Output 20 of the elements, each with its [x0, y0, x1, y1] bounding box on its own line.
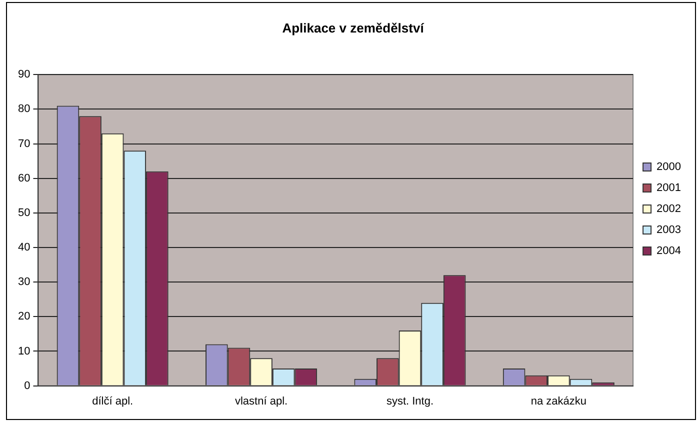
- y-tick-label: 50: [18, 206, 30, 219]
- chart-title: Aplikace v zemědělství: [282, 20, 424, 36]
- x-tick-label: dílčí apl.: [92, 395, 134, 408]
- legend-label: 2003: [656, 224, 682, 236]
- y-tick-label: 60: [18, 172, 30, 184]
- y-tick-label: 20: [18, 310, 30, 323]
- x-tick-label: vlastní apl.: [234, 395, 288, 408]
- y-tick-label: 40: [18, 242, 30, 254]
- y-tick-label: 70: [18, 138, 30, 150]
- y-tick-label: 80: [18, 103, 30, 116]
- y-tick-label: 90: [18, 68, 30, 81]
- legend-label: 2002: [656, 203, 682, 216]
- legend-label: 2004: [656, 245, 682, 258]
- x-tick-label: syst. Intg.: [386, 395, 434, 408]
- y-tick-label: 10: [18, 345, 30, 358]
- legend-label: 2001: [656, 182, 682, 194]
- y-tick-label: 0: [24, 380, 30, 392]
- x-tick-label: na zakázku: [530, 395, 587, 408]
- y-tick-label: 30: [18, 276, 30, 288]
- legend-label: 2000: [656, 161, 682, 174]
